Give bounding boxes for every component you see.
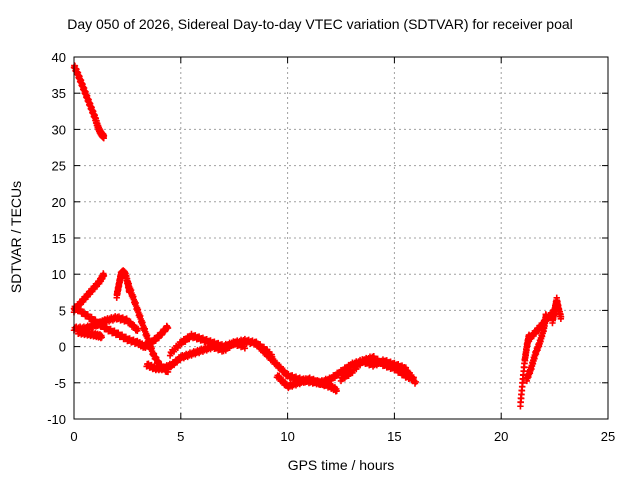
y-tick-label: 25 [52,159,66,174]
series-satellite-track-3 [70,303,172,352]
x-tick-label: 5 [177,429,184,444]
data-point-marker [98,334,105,341]
x-axis-label: GPS time / hours [287,457,395,473]
data-point-marker [100,272,108,280]
y-tick-label: 0 [59,340,66,355]
y-tick-label: 15 [52,231,66,246]
y-axis-label: SDTVAR / TECUs [8,180,24,294]
y-tick-label: 40 [52,50,66,65]
y-tick-label: 35 [52,86,66,101]
data-point-marker [327,382,334,390]
x-tick-label: 25 [601,429,615,444]
series-satellite-track-5 [75,327,105,342]
y-tick-label: 30 [52,122,66,137]
series-satellite-track-4 [70,313,142,335]
data-point-marker [241,345,249,352]
x-tick-label: 20 [494,429,508,444]
y-tick-label: -10 [47,412,66,427]
x-tick-label: 0 [70,429,77,444]
data-point-marker [333,387,340,395]
y-tick-label: -5 [54,376,66,391]
y-tick-label: 20 [52,195,66,210]
y-tick-label: 5 [59,303,66,318]
series-satellite-track-14 [517,331,533,410]
data-point-marker [557,313,565,320]
x-tick-label: 10 [280,429,294,444]
y-tick-label: 10 [52,267,66,282]
series-satellite-track-13 [337,353,417,385]
data-point-marker [134,325,142,333]
data-point-marker [410,374,417,381]
x-tick-label: 15 [387,429,401,444]
data-point-marker [164,324,172,332]
chart-title: Day 050 of 2026, Sidereal Day-to-day VTE… [67,16,573,32]
plot-frame [73,56,609,420]
data-points [70,62,565,410]
series-satellite-track-17 [549,294,565,327]
grid-lines [74,57,608,419]
series-satellite-track-1 [70,62,108,142]
data-point-marker [100,132,108,139]
